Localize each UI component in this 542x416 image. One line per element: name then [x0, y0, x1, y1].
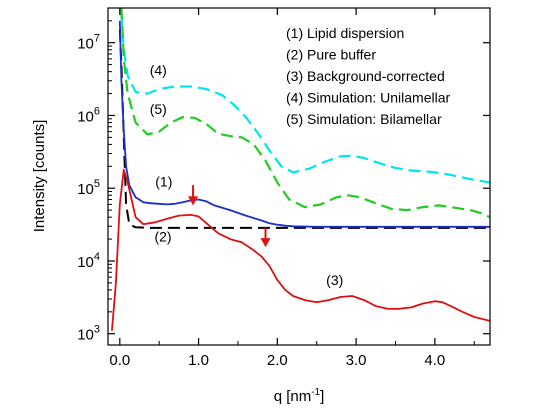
- series-line-2: [120, 8, 490, 219]
- curve-label-1: (4): [150, 62, 167, 78]
- x-tick-label-4: 4.0: [424, 352, 445, 369]
- legend-entry-3: (3) Background-corrected: [286, 68, 445, 84]
- legend-entry-5: (5) Simulation: Bilamellar: [286, 111, 442, 127]
- plot-frame: [107, 7, 491, 346]
- x-tick-label-0: 0.0: [109, 352, 130, 369]
- y-tick-label-4: 107: [77, 33, 100, 53]
- y-tick-label-0: 103: [77, 324, 100, 344]
- legend-entry-2: (2) Pure buffer: [286, 47, 376, 63]
- arrow-layer: [188, 185, 271, 248]
- y-axis-title: Intensity [counts]: [31, 120, 48, 233]
- x-axis-title: q [nm-1]: [274, 387, 325, 405]
- legend: (1) Lipid dispersion (2) Pure buffer (3) B…: [286, 25, 451, 127]
- arrow-head-2: [260, 238, 271, 248]
- curve-label-2: (5): [150, 101, 167, 117]
- legend-entry-4: (4) Simulation: Unilamellar: [286, 90, 451, 106]
- annotation-layer: (4) (5) (1) (2) (3): [150, 62, 344, 288]
- x-tick-label-2: 2.0: [267, 352, 288, 369]
- series-line-4: [118, 20, 490, 228]
- curve-label-3: (1): [155, 174, 172, 190]
- series-layer: [111, 8, 490, 331]
- curve-label-5: (3): [326, 272, 343, 288]
- x-tick-label-3: 3.0: [346, 352, 367, 369]
- legend-entry-1: (1) Lipid dispersion: [286, 25, 404, 41]
- plot-area: 0.0 1.0 2.0 3.0 4.0 103 104 105 106 107 (4) (5) (1)…: [77, 7, 491, 369]
- series-line-1: [120, 13, 490, 184]
- y-tick-label-1: 104: [77, 251, 100, 271]
- curve-label-4: (2): [154, 229, 171, 245]
- series-line-5: [111, 168, 490, 331]
- y-tick-label-3: 106: [77, 105, 100, 125]
- y-tick-label-2: 105: [77, 178, 100, 198]
- ticks-layer: 0.0 1.0 2.0 3.0 4.0 103 104 105 106 107: [77, 7, 490, 369]
- x-tick-label-1: 1.0: [188, 352, 209, 369]
- arrow-head-1: [188, 196, 199, 206]
